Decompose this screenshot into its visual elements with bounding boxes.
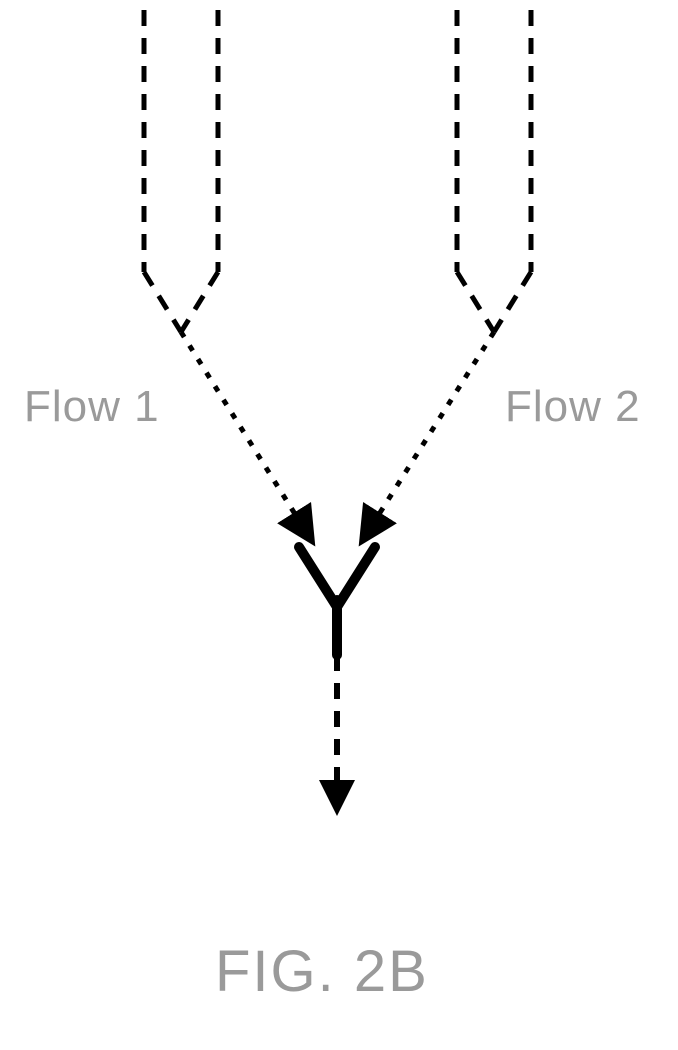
flow2-label: Flow 2: [505, 382, 641, 432]
flow1-arrow: [181, 332, 310, 538]
diagram-svg: [0, 0, 678, 1050]
y-junction: [299, 547, 375, 655]
figure-label: FIG. 2B: [215, 938, 429, 1005]
flow-diagram: Flow 1 Flow 2 FIG. 2B: [0, 0, 678, 1050]
left-channel: [144, 10, 218, 332]
flow1-label: Flow 1: [24, 382, 160, 432]
flow2-arrow: [364, 332, 494, 538]
right-channel: [457, 10, 531, 332]
